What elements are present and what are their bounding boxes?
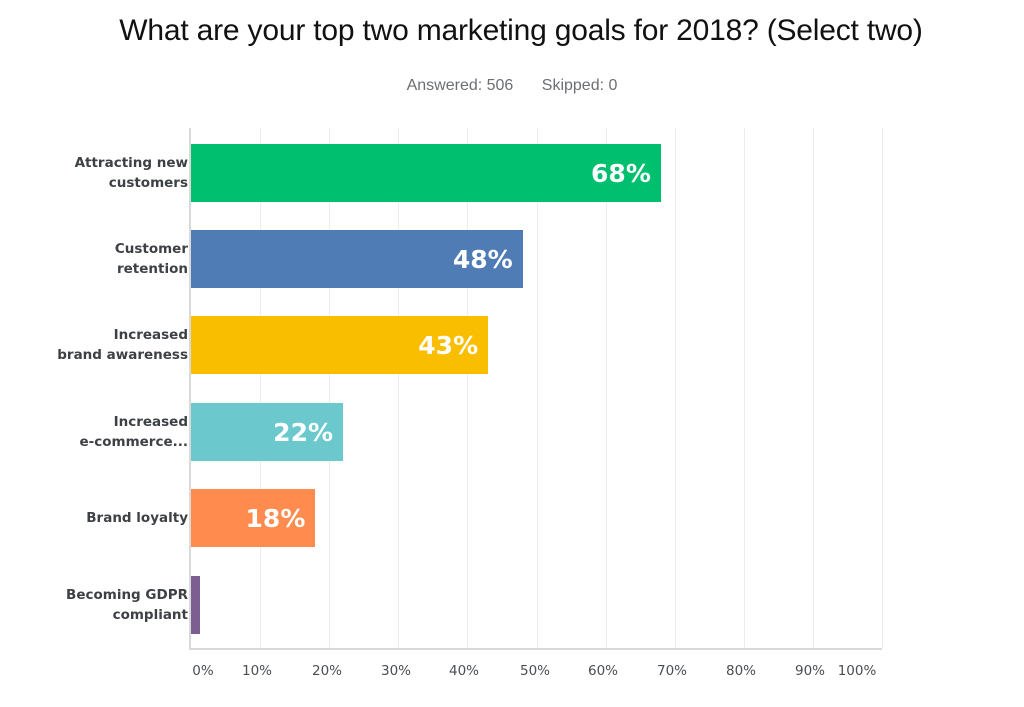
- category-label-line: Brand loyalty: [86, 510, 188, 526]
- category-label-line: retention: [116, 261, 188, 277]
- gridline: [605, 128, 607, 648]
- gridline: [674, 128, 676, 648]
- x-axis-tick-label: 30%: [380, 663, 412, 679]
- gridline: [467, 128, 469, 648]
- bar[interactable]: 48%: [191, 230, 523, 288]
- x-axis-tick-label: 10%: [241, 663, 273, 679]
- response-stats: Answered: 506 Skipped: 0: [0, 77, 1024, 95]
- category-label-line: Customer: [114, 241, 188, 257]
- category-label: Brand loyalty: [8, 508, 188, 528]
- x-axis-tick-label: 40%: [448, 663, 480, 679]
- x-axis-tick-label: 20%: [311, 663, 343, 679]
- x-axis-tick-label: 70%: [656, 663, 688, 679]
- x-axis-tick-label: 100%: [837, 663, 877, 679]
- bar[interactable]: 43%: [191, 316, 489, 374]
- gridline: [329, 128, 331, 648]
- category-label-line: Attracting new: [74, 155, 188, 171]
- bar-value-label: 43%: [418, 330, 479, 360]
- bar-value-label: 68%: [591, 158, 651, 188]
- bar-value-label: 48%: [452, 244, 513, 274]
- chart-title: What are your top two marketing goals fo…: [119, 14, 923, 47]
- category-label: Customer retention: [8, 239, 188, 279]
- bar[interactable]: 18%: [191, 489, 316, 547]
- plot-area: 68% 48% 43% 22% 18%: [189, 128, 883, 650]
- bar[interactable]: [191, 576, 200, 634]
- x-axis-tick-label: 50%: [519, 663, 551, 679]
- bar-value-label: 18%: [245, 503, 306, 533]
- category-label-line: Increased: [113, 327, 188, 343]
- gridline: [812, 128, 814, 648]
- category-label-line: brand awareness: [57, 347, 188, 363]
- gridline: [536, 128, 538, 648]
- category-label: Increased e-commerce...: [8, 412, 188, 452]
- bar[interactable]: 68%: [191, 144, 661, 202]
- category-label-line: customers: [108, 175, 188, 191]
- category-label-line: Becoming GDPR: [66, 587, 188, 603]
- x-axis-tick-label: 90%: [794, 663, 826, 679]
- category-label: Becoming GDPR compliant: [8, 585, 188, 625]
- category-label-line: compliant: [112, 607, 188, 623]
- category-label: Attracting new customers: [8, 153, 188, 193]
- bar[interactable]: 22%: [191, 403, 344, 461]
- category-label-line: Increased: [113, 414, 188, 430]
- gridline: [398, 128, 400, 648]
- skipped-count: Skipped: 0: [541, 77, 618, 94]
- x-axis-tick-label: 80%: [725, 663, 757, 679]
- gridline: [882, 128, 883, 648]
- category-label-line: e-commerce...: [79, 434, 188, 450]
- answered-count: Answered: 506: [406, 77, 514, 94]
- gridline: [743, 128, 745, 648]
- bar-value-label: 22%: [273, 417, 334, 447]
- gridline: [260, 128, 262, 648]
- x-axis-tick-label: 0%: [192, 663, 214, 679]
- category-label: Increased brand awareness: [8, 325, 188, 365]
- x-axis-tick-label: 60%: [587, 663, 619, 679]
